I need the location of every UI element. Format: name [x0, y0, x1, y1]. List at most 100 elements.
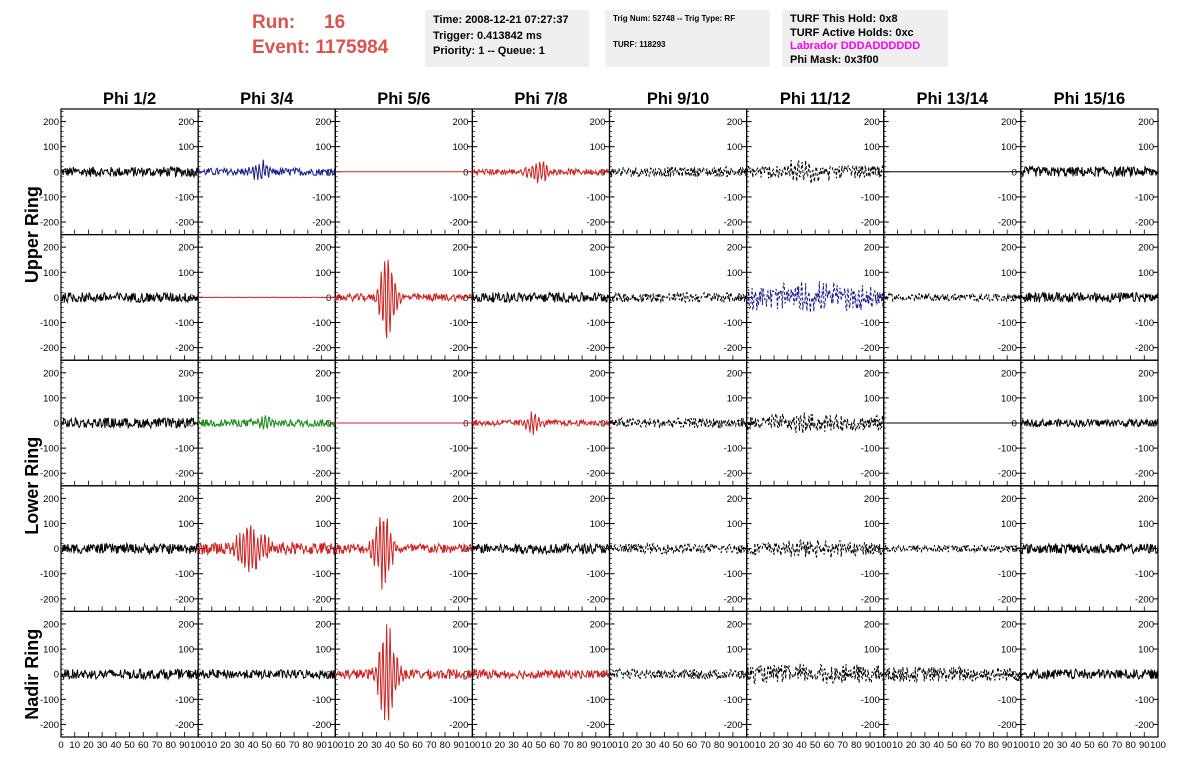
priority-line: Priority: 1 -- Queue: 1: [433, 45, 545, 57]
x-tick-label: 60: [412, 740, 423, 751]
waveform-trace: [1020, 542, 1159, 555]
y-tick-label: -200: [449, 343, 468, 354]
x-tick-label: 50: [673, 740, 684, 751]
x-tick-label: 100: [1150, 740, 1166, 751]
y-tick-label: 100: [1001, 645, 1017, 656]
trigger-line: Trigger: 0.413842 ms: [433, 29, 542, 42]
y-tick-label: 100: [1001, 393, 1017, 404]
y-tick-label: -100: [40, 192, 59, 203]
x-tick-label: 10: [1029, 740, 1040, 751]
x-tick-label: 60: [138, 740, 149, 751]
x-tick-label: 40: [796, 740, 807, 751]
x-tick-label: 30: [508, 740, 519, 751]
y-tick-label: -100: [861, 318, 880, 329]
x-tick-label: 100: [464, 740, 480, 751]
x-tick-label: 0: [58, 740, 63, 751]
y-tick-label: -100: [586, 192, 605, 203]
y-tick-label: -200: [586, 720, 605, 731]
y-tick-label: 0: [874, 167, 879, 178]
y-tick-label: 100: [727, 268, 743, 279]
x-tick-label: 90: [453, 740, 464, 751]
y-tick-label: -100: [998, 444, 1017, 455]
y-tick-label: -200: [449, 469, 468, 480]
y-tick-label: -200: [312, 594, 331, 605]
y-tick-label: 100: [727, 645, 743, 656]
y-tick-label: 200: [727, 117, 743, 128]
time-line: Time: 2008-12-21 07:27:37: [433, 14, 569, 26]
waveform-trace: [746, 159, 885, 184]
y-tick-label: -100: [449, 695, 468, 706]
y-tick-label: 100: [43, 268, 59, 279]
y-tick-label: 100: [43, 142, 59, 153]
y-tick-label: -100: [1135, 192, 1154, 203]
waveform-trace: [471, 290, 610, 304]
waveform-trace: [471, 542, 610, 556]
run-event-block: Run: 16 Event: 1175984: [252, 10, 388, 60]
waveform-trace: [60, 416, 199, 430]
time-info-box: Time: 2008-12-21 07:27:37 Trigger: 0.413…: [425, 10, 589, 67]
row-title: Nadir Ring: [22, 629, 42, 720]
x-tick-label: 30: [371, 740, 382, 751]
waveform-trace: [883, 665, 1022, 684]
waveform-trace: [746, 538, 885, 559]
y-tick-label: 0: [326, 293, 331, 304]
y-tick-label: -100: [40, 318, 59, 329]
y-tick-label: 200: [43, 619, 59, 630]
y-tick-label: 200: [178, 117, 194, 128]
y-tick-label: -100: [449, 444, 468, 455]
run-line: Run: 16: [252, 10, 388, 35]
waveform-trace: [609, 165, 748, 178]
y-tick-label: -100: [724, 192, 743, 203]
labrador-line: Labrador DDDADDDDDD: [790, 40, 921, 52]
x-tick-label: 30: [234, 740, 245, 751]
x-tick-label: 80: [851, 740, 862, 751]
y-tick-label: -100: [1135, 318, 1154, 329]
x-tick-label: 50: [810, 740, 821, 751]
y-tick-label: 100: [1138, 645, 1154, 656]
y-tick-label: 0: [54, 293, 59, 304]
x-tick-label: 100: [876, 740, 892, 751]
y-tick-label: 100: [590, 393, 606, 404]
y-tick-label: 0: [54, 670, 59, 681]
x-tick-label: 80: [1125, 740, 1136, 751]
y-tick-label: 100: [315, 645, 331, 656]
y-tick-label: 100: [453, 142, 469, 153]
y-tick-label: -100: [724, 318, 743, 329]
y-tick-label: -100: [1135, 569, 1154, 580]
y-tick-label: 100: [727, 142, 743, 153]
x-tick-label: 10: [755, 740, 766, 751]
y-tick-label: 100: [315, 519, 331, 530]
x-tick-label: 90: [728, 740, 739, 751]
y-tick-label: -100: [586, 318, 605, 329]
x-tick-label: 20: [357, 740, 368, 751]
y-tick-label: -100: [724, 695, 743, 706]
y-tick-label: -200: [40, 594, 59, 605]
y-tick-label: -200: [175, 720, 194, 731]
y-tick-label: 200: [453, 619, 469, 630]
y-tick-label: 200: [453, 368, 469, 379]
y-tick-label: 100: [727, 393, 743, 404]
y-tick-label: 100: [1001, 268, 1017, 279]
y-tick-label: 200: [453, 494, 469, 505]
y-tick-label: 0: [874, 419, 879, 430]
x-tick-label: 10: [892, 740, 903, 751]
waveform-trace: [1020, 417, 1159, 429]
x-tick-label: 10: [207, 740, 218, 751]
y-tick-label: -200: [724, 594, 743, 605]
y-tick-label: 0: [463, 293, 468, 304]
y-tick-label: 200: [590, 368, 606, 379]
y-tick-label: 100: [315, 142, 331, 153]
waveform-trace: [746, 663, 885, 685]
x-tick-label: 50: [124, 740, 135, 751]
waveform-trace: [60, 541, 199, 556]
y-tick-label: 100: [315, 393, 331, 404]
x-tick-label: 30: [97, 740, 108, 751]
y-tick-label: 100: [1138, 393, 1154, 404]
y-tick-label: 0: [463, 167, 468, 178]
y-tick-label: -200: [175, 218, 194, 229]
y-tick-label: -100: [312, 318, 331, 329]
x-tick-label: 20: [906, 740, 917, 751]
y-tick-label: -100: [40, 569, 59, 580]
y-tick-label: -100: [1135, 695, 1154, 706]
y-tick-label: -200: [998, 720, 1017, 731]
